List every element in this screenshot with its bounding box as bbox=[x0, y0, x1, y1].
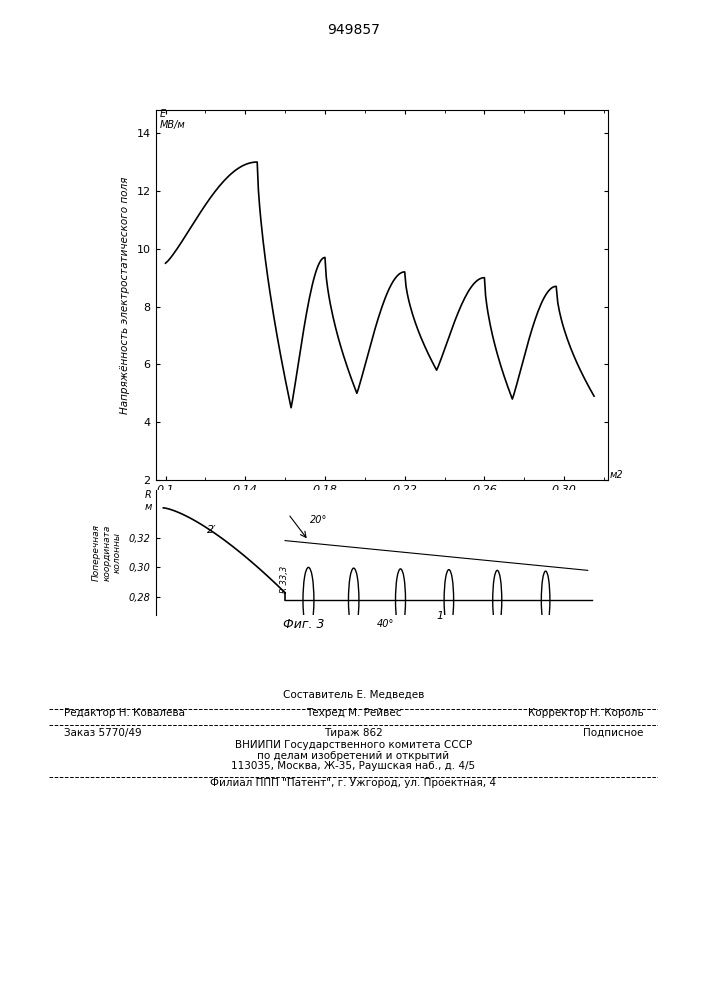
Text: ВНИИПИ Государственного комитета СССР: ВНИИПИ Государственного комитета СССР bbox=[235, 740, 472, 750]
Text: по делам изобретений и открытий: по делам изобретений и открытий bbox=[257, 751, 450, 761]
Text: 20°: 20° bbox=[310, 515, 327, 525]
Text: Фиг. 3: Фиг. 3 bbox=[284, 618, 325, 631]
Text: 40°: 40° bbox=[377, 619, 395, 629]
Text: Составитель Е. Медведев: Составитель Е. Медведев bbox=[283, 690, 424, 700]
Text: 949857: 949857 bbox=[327, 23, 380, 37]
X-axis label: Продольная координата колонны: Продольная координата колонны bbox=[282, 498, 481, 508]
Text: Корректор Н. Король: Корректор Н. Король bbox=[527, 708, 643, 718]
Text: м2: м2 bbox=[610, 470, 624, 480]
Text: R 33,3: R 33,3 bbox=[280, 565, 288, 593]
Y-axis label: Поперечная
координата
колонны: Поперечная координата колонны bbox=[92, 524, 122, 581]
Text: Заказ 5770/49: Заказ 5770/49 bbox=[64, 728, 141, 738]
Text: Техред М. Рейвес: Техред М. Рейвес bbox=[305, 708, 402, 718]
Text: E
МВ/м: E МВ/м bbox=[160, 109, 185, 130]
Text: 113035, Москва, Ж-35, Раушская наб., д. 4/5: 113035, Москва, Ж-35, Раушская наб., д. … bbox=[231, 761, 476, 771]
Text: Редактор Н. Ковалева: Редактор Н. Ковалева bbox=[64, 708, 185, 718]
Text: Филиал ППП "Патент", г. Ужгород, ул. Проектная, 4: Филиал ППП "Патент", г. Ужгород, ул. Про… bbox=[211, 778, 496, 788]
Text: R
м: R м bbox=[145, 490, 152, 512]
Y-axis label: Напряжённость электростатического поля: Напряжённость электростатического поля bbox=[119, 176, 129, 414]
Text: 1: 1 bbox=[436, 611, 443, 621]
Text: 2′: 2′ bbox=[207, 525, 216, 535]
Text: Подписное: Подписное bbox=[583, 728, 643, 738]
Text: Тираж 862: Тираж 862 bbox=[324, 728, 383, 738]
